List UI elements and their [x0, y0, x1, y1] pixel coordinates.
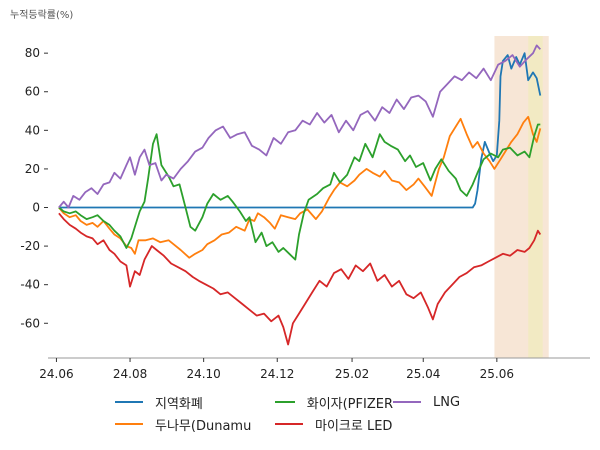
legend-label: 마이크로 LED [315, 418, 393, 434]
x-tick-label: 24.10 [186, 367, 220, 381]
legend-item: 화이자(PFIZER [275, 392, 393, 412]
legend-label: LNG [433, 394, 461, 410]
highlight-span-1 [528, 36, 543, 358]
legend-swatch [115, 423, 143, 425]
legend-swatch [275, 401, 295, 403]
x-tick-label: 24.12 [260, 367, 294, 381]
y-tick-label: -40 [20, 278, 40, 292]
x-tick-label: 25.02 [335, 367, 369, 381]
x-tick-label: 25.04 [406, 367, 440, 381]
x-tick-label: 25.06 [480, 367, 514, 381]
legend-item: LNG [393, 392, 513, 412]
series-lines [58, 44, 542, 346]
legend-item: 두나무(Dunamu [115, 414, 275, 434]
series-line-0 [58, 52, 542, 209]
legend: 지역화폐 화이자(PFIZER LNG 두나무(Dunamu 마이크로 LED [115, 392, 545, 434]
series-line-3 [58, 212, 542, 346]
y-tick-label: 40 [25, 123, 40, 137]
y-tick-label: 20 [25, 162, 40, 176]
y-tick-label: 0 [32, 201, 40, 215]
legend-label: 화이자(PFIZER [306, 396, 393, 412]
series-line-4 [58, 44, 541, 209]
legend-swatch [115, 401, 143, 403]
y-axis-ticks: -60 -40 -20 0 20 40 60 80 [20, 46, 48, 330]
legend-label: 두나무(Dunamu [155, 418, 252, 434]
highlight-spans [494, 36, 549, 358]
y-axis-label: 누적등락률(%) [10, 10, 74, 21]
legend-swatch [393, 401, 421, 403]
y-tick-label: 80 [25, 46, 40, 60]
x-tick-label: 24.08 [113, 367, 147, 381]
y-tick-label: -20 [20, 239, 40, 253]
series-line-1 [58, 115, 542, 259]
legend-item: 마이크로 LED [275, 414, 393, 434]
y-tick-label: -60 [20, 316, 40, 330]
x-axis-ticks: 24.06 24.08 24.10 24.12 25.02 25.04 25.06 [39, 358, 514, 381]
x-tick-label: 24.06 [39, 367, 73, 381]
y-tick-label: 60 [25, 85, 40, 99]
series-line-2 [58, 123, 541, 261]
legend-label: 지역화폐 [155, 396, 203, 412]
legend-swatch [275, 423, 303, 425]
legend-item: 지역화폐 [115, 392, 275, 412]
